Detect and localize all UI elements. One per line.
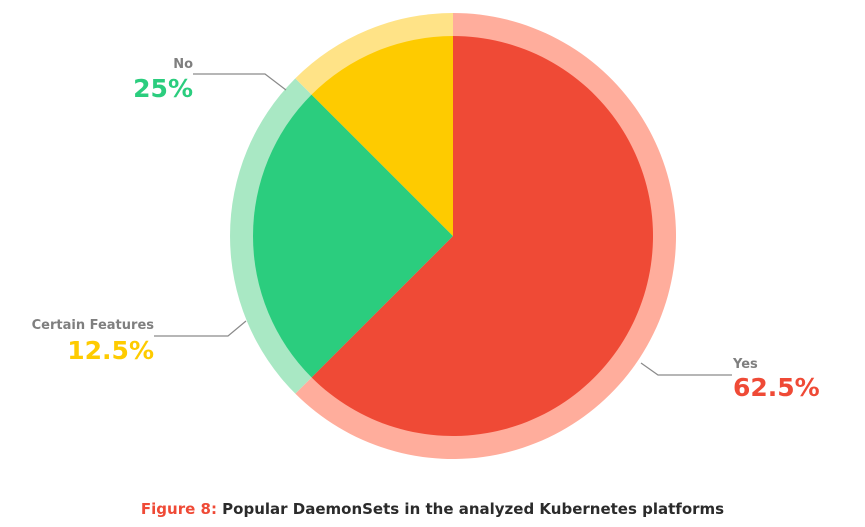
category-label-yes: Yes [732, 357, 758, 372]
value-label-no: 25% [133, 74, 193, 103]
pie-slices [253, 36, 654, 437]
value-label-yes: 62.5% [733, 373, 820, 402]
category-label-certain-features: Certain Features [32, 318, 155, 333]
pie-slice-certain-features [311, 36, 453, 236]
category-label-no: No [173, 57, 193, 72]
figure-caption-prefix: Figure 8: [140, 500, 217, 518]
leader-line-no [193, 73, 287, 91]
value-label-certain-features: 12.5% [67, 336, 154, 365]
pie-slice-yes [311, 36, 654, 437]
leader-line-yes [640, 362, 732, 376]
leader-line-certain-features [154, 320, 247, 337]
pie-slice-no [253, 94, 453, 378]
figure-caption: Figure 8: Popular DaemonSets in the anal… [0, 500, 865, 518]
figure-caption-text: Popular DaemonSets in the analyzed Kuber… [216, 500, 725, 518]
